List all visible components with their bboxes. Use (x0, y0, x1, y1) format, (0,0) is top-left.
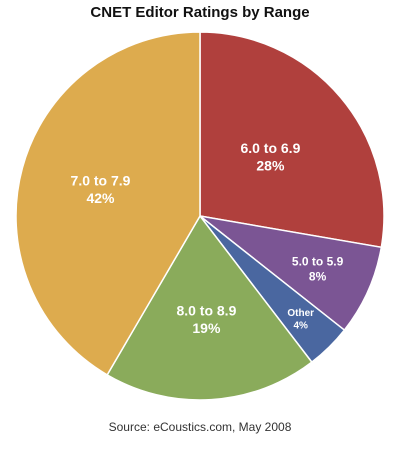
slice-label: 5.0 to 5.9 (292, 255, 344, 269)
slice-value-label: 42% (86, 190, 115, 206)
slice-value-label: 19% (192, 320, 221, 336)
slice-value-label: 8% (309, 270, 327, 284)
chart-source: Source: eCoustics.com, May 2008 (108, 420, 292, 434)
slice-value-label: 4% (293, 320, 308, 331)
pie-slice-5-0-to-5-9 (199, 215, 383, 332)
chart-title: CNET Editor Ratings by Range (90, 4, 310, 21)
slice-value-label: 28% (256, 158, 285, 174)
pie-slice-8-0-to-8-9 (106, 214, 313, 401)
slice-label: Other (287, 308, 314, 319)
slice-label: 7.0 to 7.9 (71, 173, 131, 189)
pie-slices (15, 31, 385, 401)
pie-slice-7-0-to-7-9 (15, 31, 201, 376)
slice-label: 6.0 to 6.9 (240, 140, 300, 156)
pie-slice-6-0-to-6-9 (199, 31, 385, 249)
slice-label: 8.0 to 8.9 (176, 302, 236, 318)
